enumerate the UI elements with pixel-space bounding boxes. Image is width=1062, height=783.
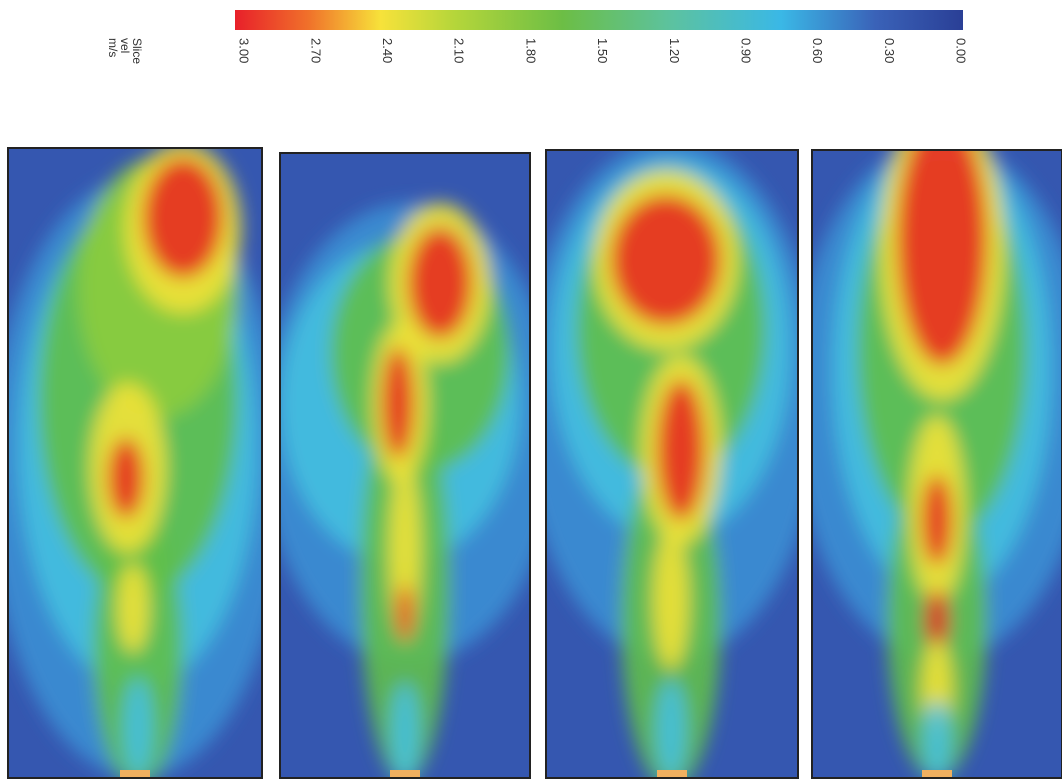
velocity-slice-panel	[0, 143, 288, 783]
plume-region	[123, 678, 153, 778]
panel-content	[260, 153, 560, 783]
figure: Slicevelm/s3.002.702.402.101.801.501.200…	[0, 0, 1062, 783]
plume-region	[922, 475, 952, 565]
velocity-slice-panel	[521, 140, 821, 783]
velocity-slice-panel	[260, 153, 560, 783]
colorbar-tick-label: 2.40	[380, 38, 395, 63]
colorbar-tick-label: 0.00	[954, 38, 969, 63]
plume-region	[653, 530, 689, 670]
panel-content	[521, 140, 821, 783]
plume-region	[108, 438, 144, 518]
nozzle	[390, 770, 420, 778]
plume-region	[382, 348, 414, 458]
plume-region	[397, 585, 413, 641]
colorbar-tick-label: 3.00	[237, 38, 252, 63]
plume-region	[391, 683, 419, 783]
plume-region	[657, 380, 705, 520]
panel-content	[792, 100, 1062, 780]
colorbar-tick-label: 2.10	[452, 38, 467, 63]
colorbar-tick-label: 1.50	[595, 38, 610, 63]
panel-content	[0, 143, 288, 783]
plume-region	[611, 195, 721, 325]
colorbar-tick-label: 0.90	[738, 38, 753, 63]
nozzle	[120, 770, 150, 778]
nozzle	[657, 770, 687, 778]
plume-region	[117, 563, 149, 653]
colorbar-label: m/s	[106, 38, 120, 57]
plume-region	[143, 158, 223, 278]
panels	[0, 100, 1062, 783]
plume-region	[408, 228, 472, 338]
colorbar-tick-label: 1.80	[523, 38, 538, 63]
colorbar-tick-label: 2.70	[308, 38, 323, 63]
colorbar-tick-label: 1.20	[667, 38, 682, 63]
colorbar-tick-label: 0.60	[810, 38, 825, 63]
plume-region	[923, 700, 951, 780]
plume-region	[897, 115, 987, 365]
nozzle	[922, 770, 952, 778]
plume-region	[656, 680, 686, 780]
colorbar	[235, 10, 963, 30]
colorbar-tick-label: 0.30	[882, 38, 897, 63]
velocity-slice-panel	[792, 100, 1062, 780]
